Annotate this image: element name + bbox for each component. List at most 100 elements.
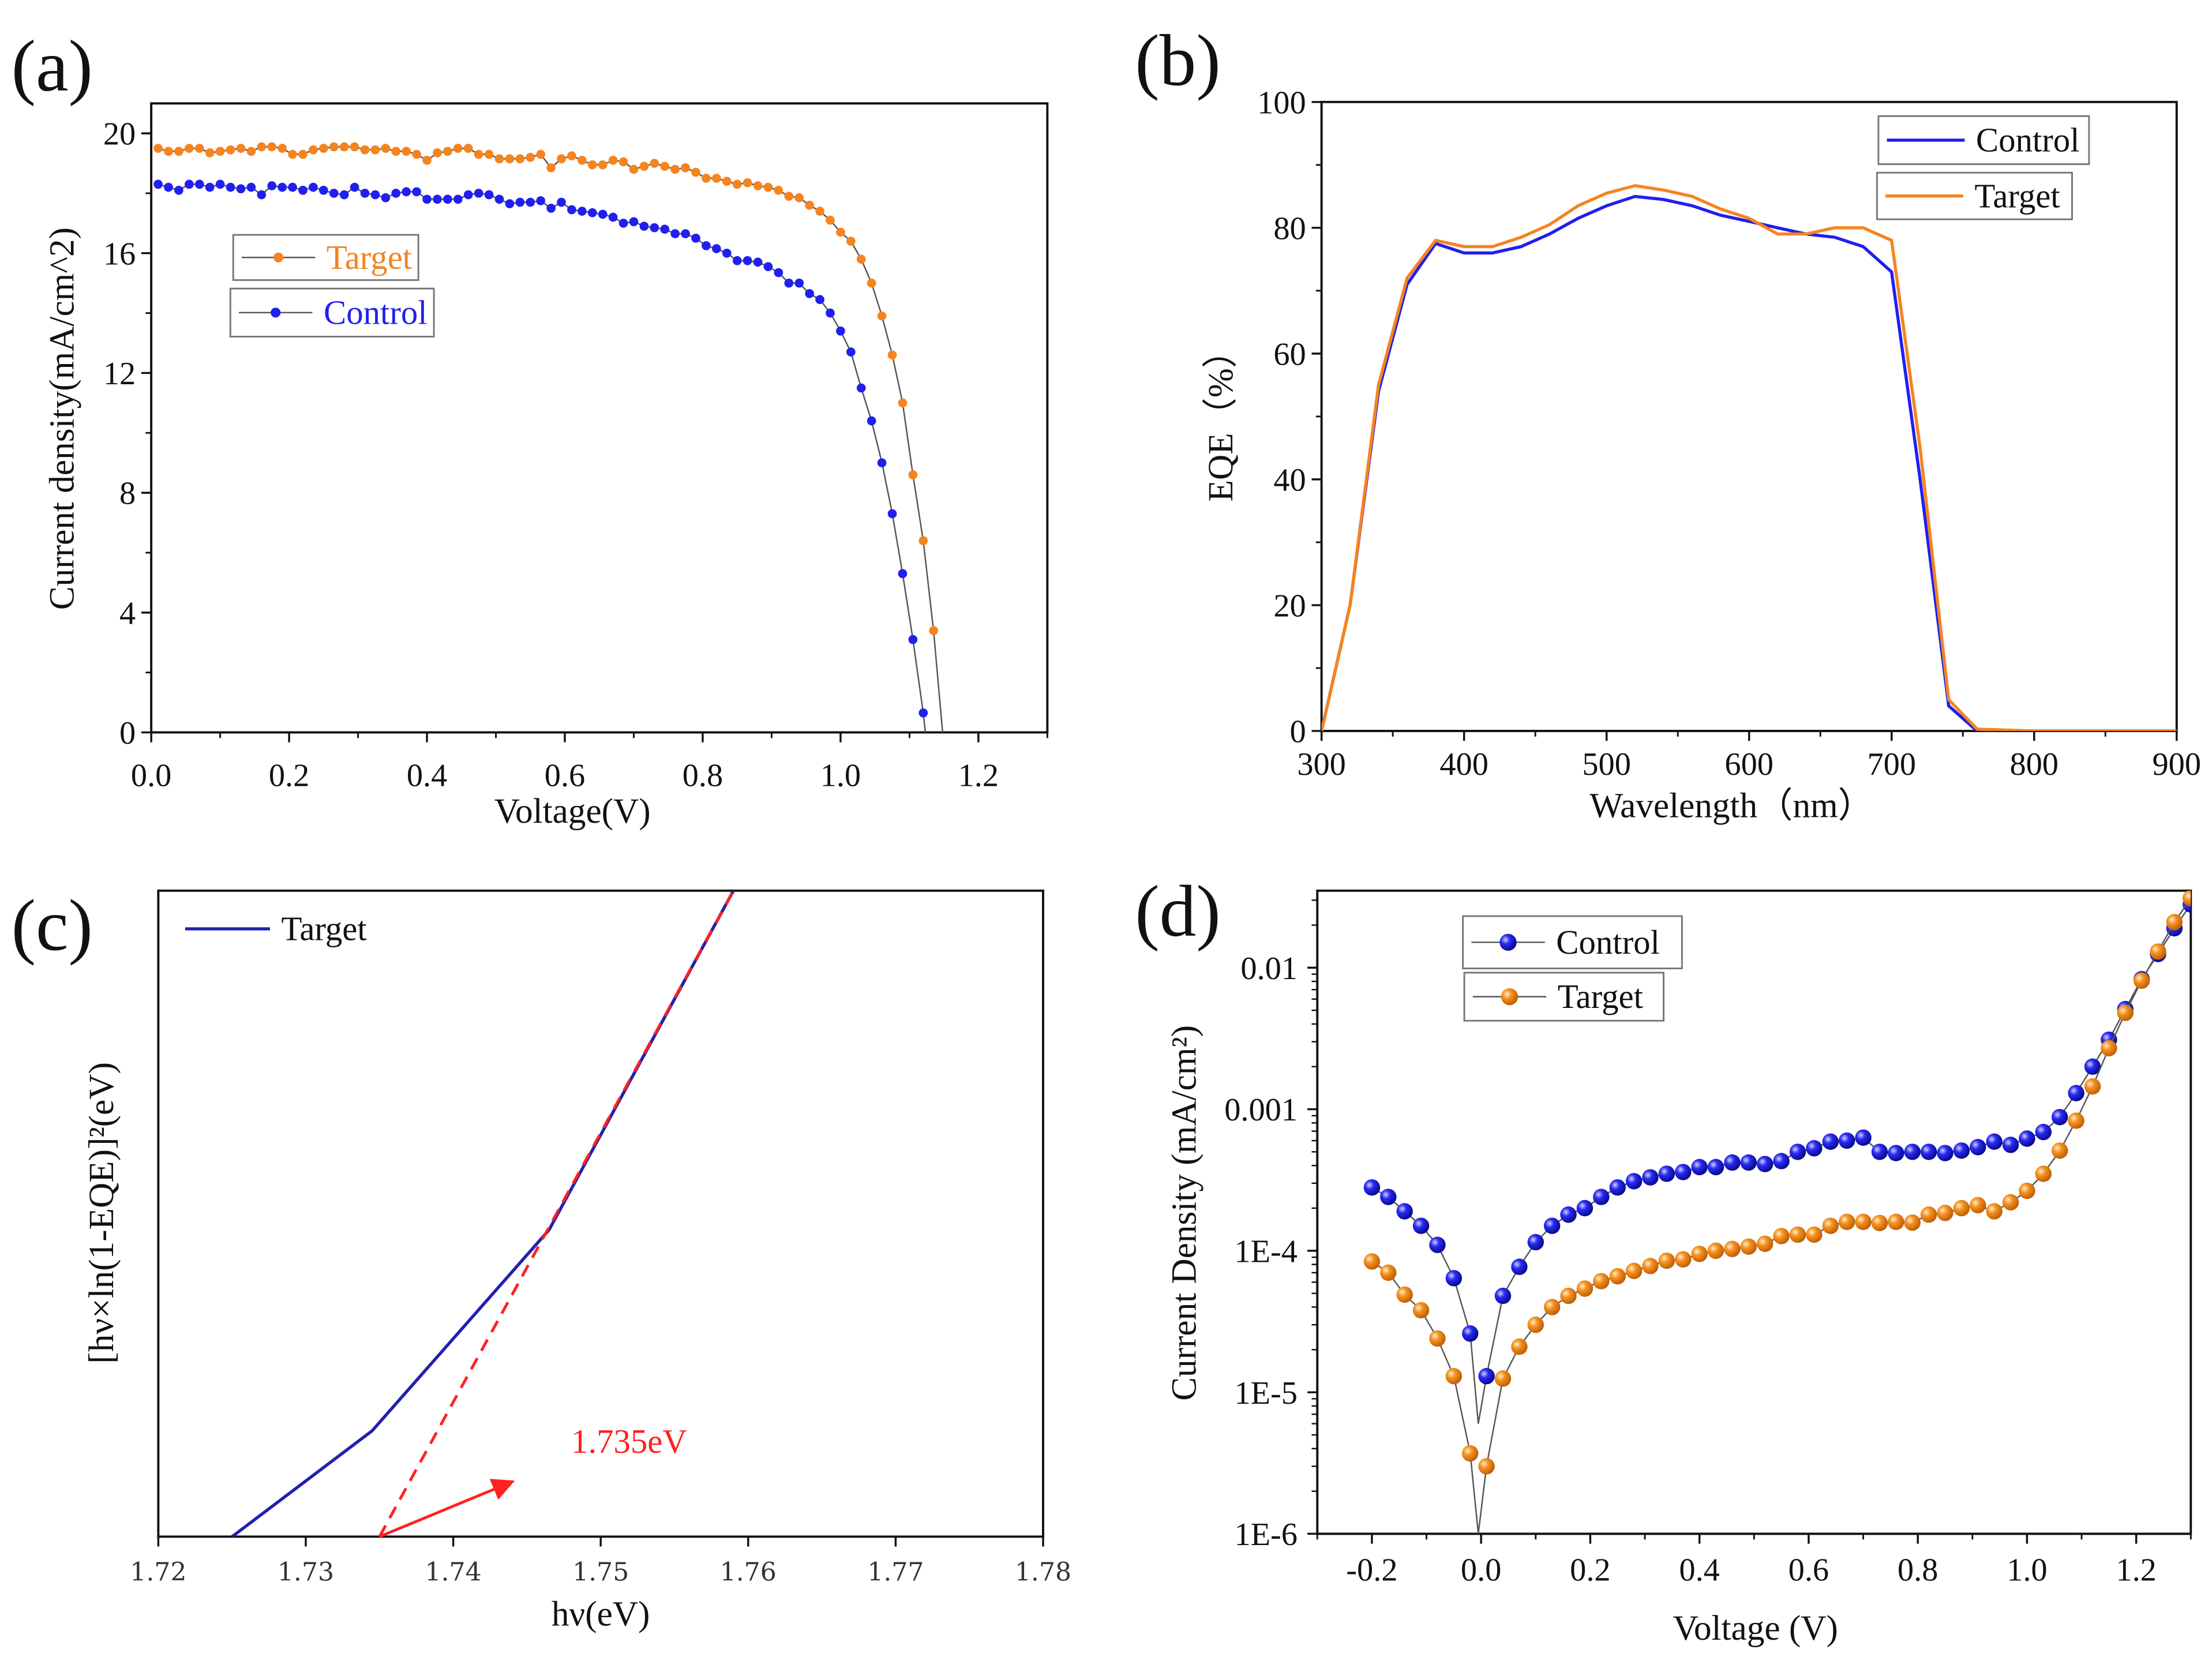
legend-marker-icon: [271, 308, 281, 318]
x-axis-title: Voltage (V): [1673, 1609, 1838, 1648]
series-target-point: [1445, 1368, 1463, 1385]
series-control-line: [1371, 904, 2191, 1424]
series-target-point: [205, 148, 215, 158]
series-target-point: [753, 181, 763, 190]
series-control-point: [1920, 1144, 1937, 1160]
x-tick-label: 0.0: [1461, 1552, 1501, 1588]
series-control-point: [1363, 1179, 1381, 1196]
y-tick-label: 60: [1273, 336, 1306, 372]
series-control-point: [1691, 1159, 1708, 1176]
series-target-point: [732, 179, 742, 189]
series-target-point: [856, 254, 866, 264]
series-control-point: [1822, 1133, 1839, 1150]
series-control-point: [391, 189, 401, 198]
series-target-point: [1543, 1299, 1561, 1315]
plot-frame: [150, 102, 1049, 734]
series-control-point: [1527, 1234, 1544, 1251]
series-target-point: [1429, 1330, 1446, 1347]
series-control-point: [2019, 1130, 2035, 1147]
series-target-point: [608, 156, 618, 165]
series-target-point: [763, 182, 773, 192]
x-tick-label: 300: [1297, 747, 1346, 782]
series-target-point: [877, 311, 887, 321]
series-control-point: [1494, 1287, 1512, 1304]
series-target-point: [2150, 943, 2166, 960]
series-target-point: [1740, 1238, 1757, 1255]
series-control-point: [2084, 1058, 2101, 1075]
series-control-point: [318, 185, 328, 195]
y-tick-label: 8: [119, 476, 136, 512]
annotation-arrow-icon: [378, 1479, 515, 1538]
series-control-point: [1904, 1144, 1921, 1160]
series-target-point: [650, 159, 659, 168]
series-target-point: [784, 192, 794, 201]
series-control-point: [484, 190, 494, 200]
series-target-point: [1363, 1253, 1381, 1270]
series-target-point: [2084, 1078, 2101, 1095]
series-target-point: [1593, 1273, 1610, 1289]
series-control-point: [567, 205, 576, 215]
series-target-point: [474, 149, 483, 159]
series-target-point: [815, 207, 824, 216]
series-control-point: [1724, 1154, 1741, 1171]
series-control-point: [267, 181, 277, 190]
legend-label-target: Target: [282, 910, 367, 948]
series-control-point: [1707, 1159, 1724, 1176]
x-tick-label: 0.8: [683, 758, 723, 794]
series-target-point: [887, 350, 897, 360]
series-target-point: [712, 174, 721, 183]
series-control-point: [1756, 1156, 1774, 1172]
series-control-point: [215, 179, 225, 189]
series-target-point: [2002, 1194, 2019, 1211]
series-target-point: [578, 156, 587, 165]
series-control-point: [805, 289, 814, 298]
x-axis-title: hν(eV): [552, 1595, 650, 1634]
x-tick-label: 900: [2153, 747, 2202, 782]
series-control-point: [1871, 1144, 1888, 1160]
series-target-point: [743, 178, 752, 188]
series-control-point: [691, 234, 700, 243]
series-target-point: [898, 398, 908, 408]
x-tick-label: 1.2: [958, 758, 999, 794]
legend-label-control: Control: [324, 294, 428, 331]
series-control-point: [681, 229, 690, 238]
series-target-point: [587, 160, 597, 170]
series-control-point: [743, 256, 752, 265]
series-control-point: [774, 268, 783, 278]
series-control-point: [402, 187, 411, 197]
series-control-point: [453, 194, 463, 204]
panel-label: (c): [12, 884, 93, 966]
y-tick-label: 1E-6: [1234, 1517, 1298, 1553]
x-tick-label: 1.74: [425, 1557, 482, 1587]
series-control-point: [463, 190, 473, 200]
series-target-point: [318, 144, 328, 153]
series-target-point: [1576, 1280, 1594, 1297]
series-control-point: [846, 347, 856, 357]
series-target-point: [2166, 914, 2183, 931]
series-target-point: [526, 152, 535, 162]
series-target-point: [164, 147, 173, 156]
series-control-point: [236, 184, 246, 194]
series-control-point: [360, 189, 370, 198]
series-target-point: [236, 144, 246, 153]
series-target-point: [1822, 1217, 1839, 1234]
series-control-point: [629, 217, 639, 227]
series-control-point: [898, 569, 908, 579]
series-control-point: [1380, 1189, 1397, 1205]
series-control-point: [1937, 1145, 1954, 1161]
x-tick-label: 0.4: [407, 758, 447, 794]
y-axis-title: EQE（%）: [1201, 333, 1240, 502]
series-target-point: [1937, 1205, 1954, 1221]
series-control-point: [246, 182, 256, 192]
series-target-point: [1625, 1262, 1643, 1280]
series-target-point: [557, 154, 566, 164]
series-target-point: [215, 147, 225, 156]
series-control-point: [1970, 1138, 1986, 1156]
series-target-point: [257, 142, 267, 152]
series-control-point: [205, 182, 215, 192]
x-tick-label: 0.4: [1679, 1552, 1719, 1588]
series-target-point: [360, 145, 370, 155]
series-target-point: [2051, 1142, 2068, 1159]
series-target-point: [670, 164, 680, 174]
panel-label: (d): [1135, 870, 1221, 952]
